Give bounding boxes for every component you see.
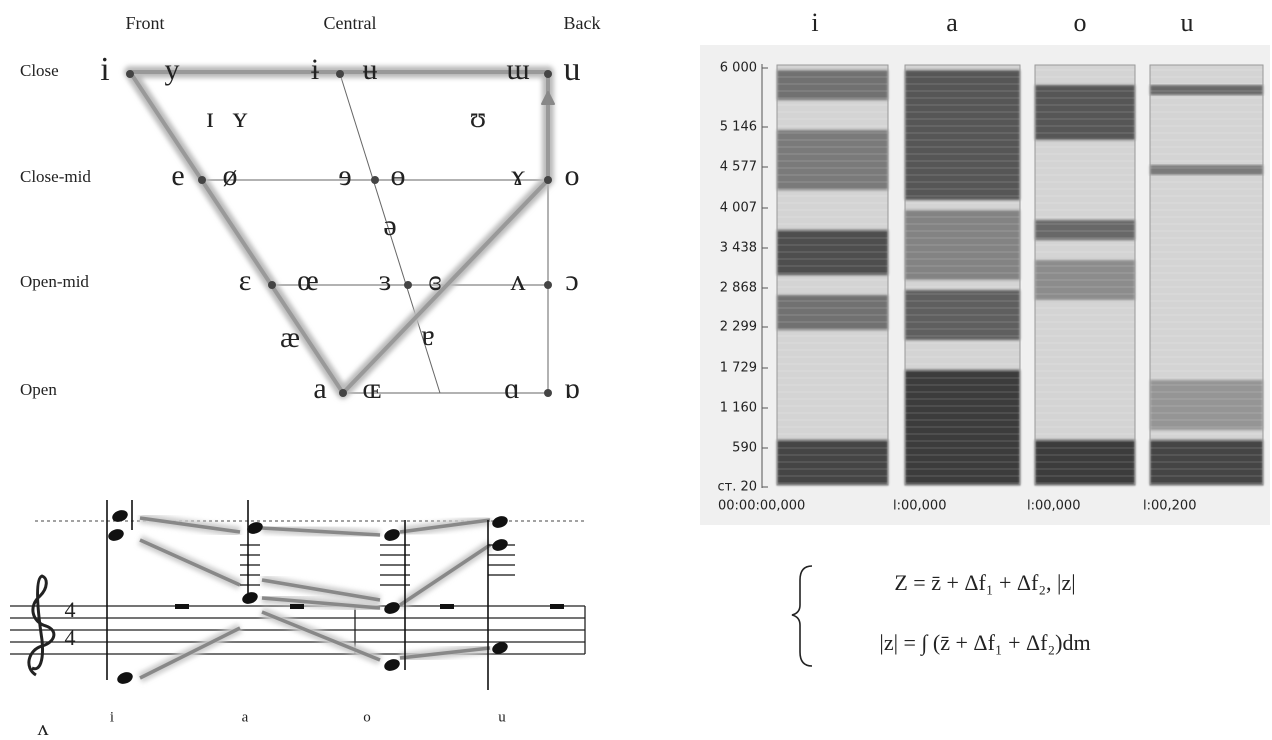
spectrogram-vowel: a [946, 8, 958, 37]
frequency-tick-label: 1 729 [720, 361, 757, 376]
spectrogram-panels [777, 65, 1263, 485]
formant-band [1035, 220, 1135, 240]
vowel-label: i [110, 709, 114, 725]
vowel-symbol: ɶ [363, 372, 382, 405]
note-head [383, 657, 402, 673]
vowel-symbol: ɔ [565, 264, 578, 297]
vowel-symbol: ɤ [511, 159, 525, 192]
note-head [383, 527, 402, 543]
time-label: l:00,200 [1143, 499, 1196, 514]
vowel-symbol: ɜ [379, 264, 392, 297]
vowel-label: a [242, 709, 249, 725]
frequency-tick-label: 6 000 [720, 61, 757, 76]
note-head [491, 514, 510, 530]
note-head [111, 508, 130, 524]
formant-band [777, 295, 888, 330]
vowel-symbol: ʊ [470, 101, 486, 134]
row-label: Close-mid [20, 167, 91, 186]
column-label: Central [324, 13, 377, 33]
rest [440, 604, 454, 609]
vowel-symbol: u [564, 51, 581, 88]
frequency-tick-label: ст. 20 [717, 480, 757, 495]
formant-band [1150, 165, 1263, 175]
vowel-label: o [363, 709, 371, 725]
treble-clef [29, 576, 54, 675]
frequency-tick-label: 2 868 [720, 281, 757, 296]
spectrogram-vowel: i [811, 8, 818, 37]
figure: Front Central Back Close Close-mid Open-mid Op… [0, 0, 1272, 740]
row-label: Close [20, 61, 59, 80]
transition-arrow [262, 612, 380, 660]
vowel-symbol: ɛ [239, 264, 252, 297]
frequency-tick-label: 590 [732, 441, 757, 456]
frequency-tick-label: 4 577 [720, 160, 757, 175]
formant-band [777, 130, 888, 190]
formant-band [1150, 85, 1263, 95]
vowel-symbol: e [171, 159, 184, 192]
vowel-symbol: ɨ [311, 53, 320, 86]
note-head [116, 670, 135, 686]
formant-band [777, 70, 888, 100]
transition-arrow [140, 540, 240, 585]
formant-band [1150, 380, 1263, 430]
transition-arrow [140, 628, 240, 678]
formant-band [905, 70, 1020, 200]
time-label: 00:00:00,000 [718, 499, 805, 514]
vowel-triangle [130, 72, 554, 393]
vowel-symbol: ɪ [206, 101, 214, 134]
frequency-tick-label: 2 299 [720, 320, 757, 335]
rest [550, 604, 564, 609]
vowel-symbol: ʌ [511, 264, 526, 297]
note-head [107, 527, 126, 543]
vowel-symbol: ɞ [428, 264, 441, 297]
formula-brace [792, 566, 812, 666]
time-label: l:00,000 [1027, 499, 1080, 514]
frequency-tick-label: 5 146 [720, 120, 757, 135]
vowel-symbol: æ [280, 321, 300, 354]
time-signature: 4 [65, 625, 76, 650]
frequency-tick-label: 1 160 [720, 401, 757, 416]
vowel-symbol: ø [223, 159, 238, 192]
frequency-tick-label: 4 007 [720, 201, 757, 216]
rest [290, 604, 304, 609]
vowel-label: u [498, 709, 506, 725]
formula-line: |z| = ∫ (z̄ + Δf₁ + Δf₂)dm [879, 630, 1090, 656]
notes [107, 500, 564, 690]
transition-arrow [400, 545, 490, 605]
formula-line: Z = z̄ + Δf₁ + Δf₂, |z| [894, 570, 1075, 595]
vowel-symbol: ə [383, 209, 396, 242]
row-label: Open-mid [20, 272, 89, 291]
row-label: Open [20, 380, 57, 399]
vowel-symbol: o [565, 159, 580, 192]
column-label: Front [125, 13, 164, 33]
column-label: Back [564, 13, 601, 33]
note-head [241, 590, 260, 606]
vowel-symbol: ɯ [506, 53, 529, 86]
vowel-symbol: ɵ [391, 159, 406, 192]
vowel-dots [126, 70, 552, 397]
spectrogram-vowel: o [1074, 8, 1087, 37]
vowel-symbol: ɘ [338, 159, 351, 192]
time-signature: 4 [65, 597, 76, 622]
spectrogram-vowel: u [1181, 8, 1194, 37]
vowel-symbol: a [313, 372, 326, 405]
frequency-tick-label: 3 438 [720, 241, 757, 256]
vowel-symbol: ɐ [421, 319, 434, 352]
vowel-symbol: œ [297, 264, 319, 297]
vowel-label: ʌ [38, 715, 49, 740]
rest [175, 604, 189, 609]
vowel-symbol: ʉ [363, 53, 378, 86]
time-label: l:00,000 [893, 499, 946, 514]
vowel-symbol: ʏ [233, 101, 248, 134]
vowel-symbol: y [165, 53, 180, 86]
vowel-symbol: ɑ [504, 372, 520, 405]
vowel-symbol: i [100, 51, 109, 88]
vowel-symbol: ɒ [564, 372, 580, 405]
